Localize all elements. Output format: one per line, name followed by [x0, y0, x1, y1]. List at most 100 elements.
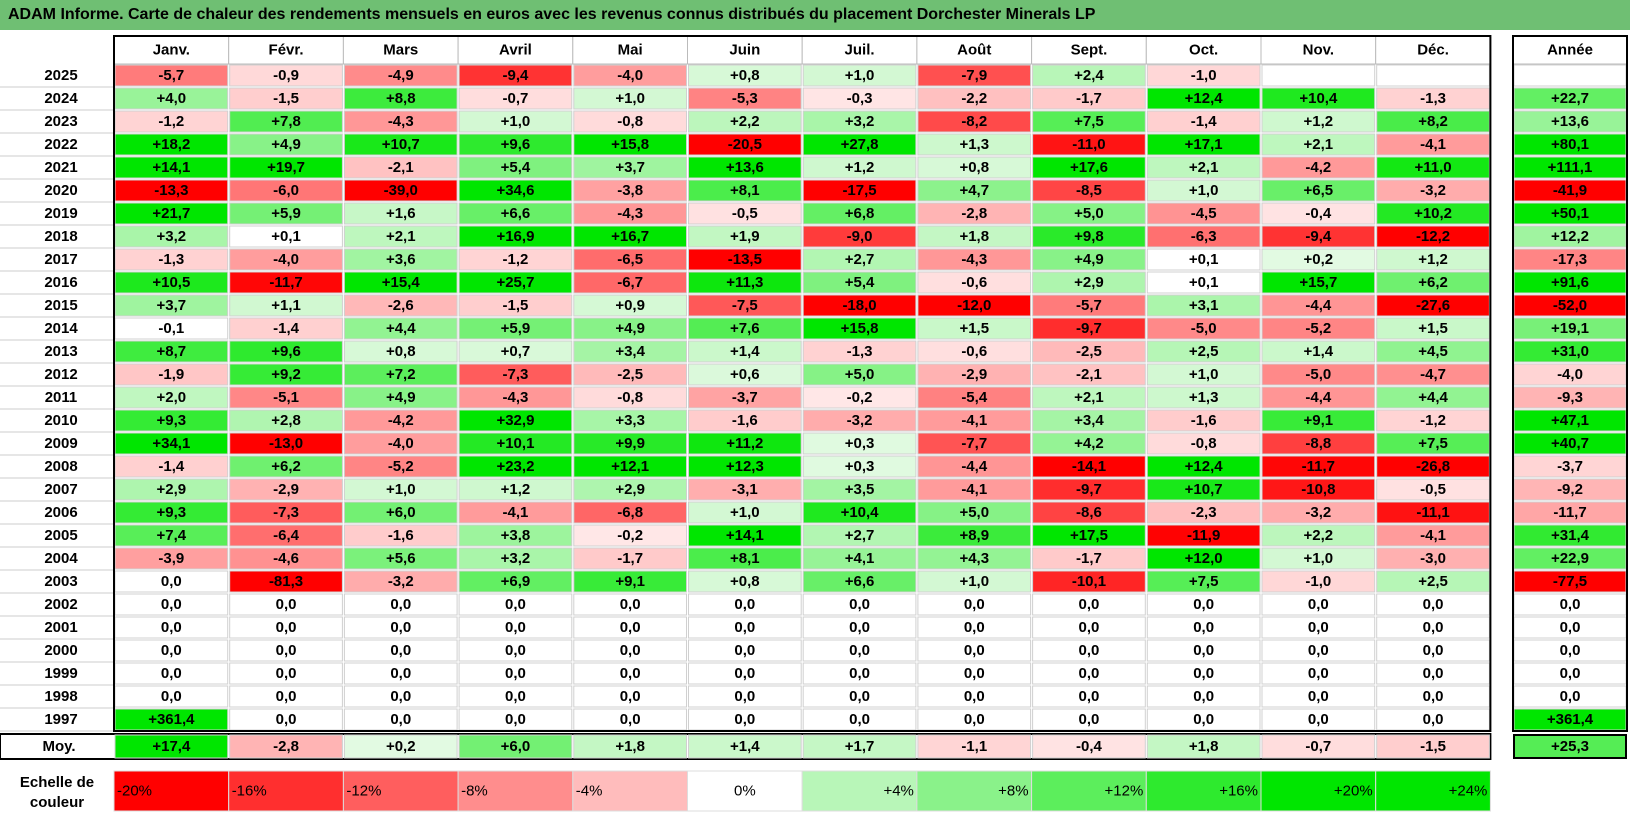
cell-value: -0,8 [617, 113, 643, 130]
cell-value: -12,2 [1416, 228, 1450, 245]
cell-value: +6,2 [271, 458, 301, 475]
cell-value: -0,1 [158, 320, 184, 337]
heatmap-cell [688, 133, 802, 156]
cell-value: -5,3 [732, 90, 758, 107]
average-cell [1376, 734, 1490, 759]
cell-value: +1,0 [501, 113, 531, 130]
cell-value: 0,0 [620, 688, 641, 705]
cell-value: -0,7 [503, 90, 529, 107]
heatmap-cell [343, 87, 458, 110]
month-header: Janv. [153, 42, 190, 59]
cell-value: -13,5 [728, 251, 762, 268]
cell-value: +6,6 [501, 205, 531, 222]
cell-value: +6,8 [845, 205, 875, 222]
heatmap-cell [1261, 386, 1376, 409]
annual-value: -9,2 [1557, 481, 1583, 498]
cell-value: +5,4 [845, 274, 875, 291]
annual-value: -17,3 [1553, 251, 1587, 268]
heatmap-cell [343, 639, 458, 662]
heatmap-cell [229, 432, 343, 455]
cell-value: +18,2 [152, 136, 190, 153]
cell-value: 0,0 [1308, 619, 1329, 636]
cell-value: +5,4 [501, 159, 531, 176]
heatmap-cell [1146, 501, 1261, 524]
cell-value: -1,4 [1191, 113, 1218, 130]
cell-value: +0,6 [730, 366, 760, 383]
cell-value: 0,0 [734, 688, 755, 705]
cell-value: -1,2 [158, 113, 184, 130]
average-value: -2,8 [273, 738, 299, 755]
heatmap-cell [802, 248, 917, 271]
cell-value: 0,0 [276, 596, 297, 613]
heatmap-cell [458, 156, 573, 179]
cell-value: -0,3 [847, 90, 873, 107]
cell-value: -1,2 [1420, 412, 1446, 429]
heatmap-cell [229, 501, 343, 524]
heatmap-cell [573, 524, 687, 547]
heatmap-cell [1376, 501, 1490, 524]
chart-title: ADAM Informe. Carte de chaleur des rende… [0, 0, 1630, 30]
heatmap-cell [1032, 616, 1146, 639]
heatmap-cell [1146, 524, 1261, 547]
heatmap-cell [1032, 455, 1146, 478]
heatmap-cell [1146, 409, 1261, 432]
row-year-label: 2023 [44, 113, 77, 130]
month-header: Juil. [845, 42, 875, 59]
cell-value: 0,0 [964, 619, 985, 636]
cell-value: -0,2 [847, 389, 873, 406]
cell-value: -3,1 [732, 481, 758, 498]
heatmap-cell [802, 225, 917, 248]
cell-value: -6,5 [617, 251, 643, 268]
average-value: -0,7 [1305, 738, 1331, 755]
cell-value: +9,6 [271, 343, 301, 360]
cell-value: +1,0 [1189, 182, 1219, 199]
heatmap-cell [1376, 409, 1490, 432]
row-year-label: 2001 [44, 619, 77, 636]
heatmap-cell [458, 110, 573, 133]
heatmap-cell [573, 225, 687, 248]
cell-value: +1,2 [1418, 251, 1448, 268]
month-header: Sept. [1071, 42, 1108, 59]
cell-value: +5,0 [1074, 205, 1104, 222]
cell-value: 0,0 [505, 688, 526, 705]
heatmap-cell [229, 363, 343, 386]
heatmap-cell [573, 248, 687, 271]
annual-value: +19,1 [1551, 320, 1589, 337]
heatmap-cell [458, 432, 573, 455]
heatmap-cell [458, 639, 573, 662]
scale-tick-label: -8% [461, 783, 488, 800]
cell-value: 0,0 [1308, 711, 1329, 728]
cell-value: -5,4 [961, 389, 988, 406]
heatmap-cell [688, 225, 802, 248]
heatmap-cell [1376, 616, 1490, 639]
heatmap-cell [802, 271, 917, 294]
cell-value: +7,5 [1189, 573, 1219, 590]
cell-value: +0,1 [271, 228, 301, 245]
cell-value: +9,8 [1074, 228, 1104, 245]
cell-value: 0,0 [1193, 688, 1214, 705]
cell-value: +1,2 [1304, 113, 1334, 130]
heatmap-cell [688, 340, 802, 363]
heatmap-cell [802, 570, 917, 593]
cell-value: +4,9 [271, 136, 301, 153]
cell-value: -18,0 [842, 297, 876, 314]
heatmap-cell [1261, 179, 1376, 202]
cell-value: +7,5 [1418, 435, 1448, 452]
heatmap-cell [229, 133, 343, 156]
cell-value: -4,7 [1420, 366, 1446, 383]
cell-value: -4,1 [961, 481, 987, 498]
heatmap-cell [1032, 340, 1146, 363]
average-value: +1,8 [1189, 738, 1219, 755]
row-year-label: 2014 [44, 320, 78, 337]
heatmap-cell [229, 317, 343, 340]
heatmap-cell [1146, 685, 1261, 708]
average-annual-cell [1513, 734, 1627, 759]
heatmap-cell [802, 501, 917, 524]
row-year-label: 1999 [44, 665, 77, 682]
month-header-cell [342, 35, 459, 65]
cell-value: 0,0 [1079, 711, 1100, 728]
cell-value: -3,2 [1420, 182, 1446, 199]
heatmap-cell [1146, 363, 1261, 386]
cell-value: -4,1 [503, 504, 529, 521]
